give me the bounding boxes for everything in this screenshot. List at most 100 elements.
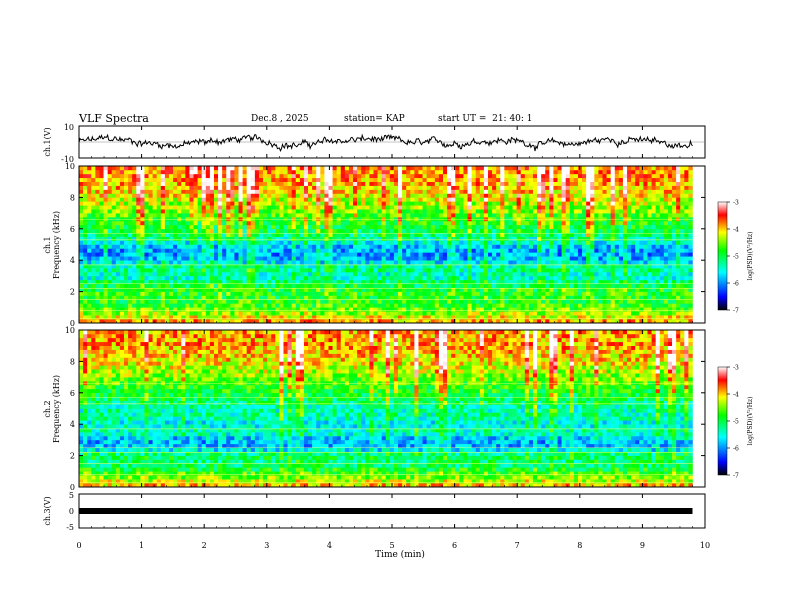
- ch1-spectrogram-cell: [218, 268, 223, 273]
- ch1-spectrogram-cell: [91, 307, 96, 312]
- ch1-spectrogram-cell: [434, 287, 440, 292]
- ch1-spectrogram-cell: [218, 287, 223, 292]
- ch1-spectrogram-cell: [201, 244, 207, 249]
- ch1-spectrogram-cell: [87, 228, 92, 234]
- ch1-spectrogram-cell: [410, 307, 415, 312]
- ch1-spectrogram-cell: [168, 319, 174, 324]
- ch1-spectrogram-cell: [680, 256, 685, 261]
- ch1-spectrogram-cell: [622, 209, 628, 214]
- ch1-spectrogram-cell: [667, 256, 673, 261]
- ch1-spectrogram-cell: [406, 291, 411, 296]
- ch1-spectrogram-cell: [123, 268, 129, 273]
- ch1-spectrogram-cell: [287, 295, 292, 300]
- ch1-spectrogram-cell: [512, 220, 517, 226]
- ch1-spectrogram-cell: [590, 209, 595, 214]
- ch1-spectrogram-cell: [438, 224, 444, 230]
- ch1-spectrogram-cell: [254, 307, 260, 312]
- ch1-spectrogram-cell: [532, 291, 538, 296]
- ch1-spectrogram-cell: [438, 319, 444, 324]
- ch1-spectrogram-cell: [586, 268, 591, 273]
- ch1-spectrogram-cell: [136, 311, 141, 316]
- ch1-spectrogram-cell: [197, 291, 202, 296]
- ch1-spectrogram-cell: [606, 303, 611, 308]
- ch1-spectrogram-cell: [144, 232, 149, 237]
- ch1-spectrogram-cell: [254, 224, 260, 230]
- ch1-spectrogram-cell: [655, 209, 661, 214]
- ch1-spectrogram-cell: [238, 283, 243, 288]
- ch1-spectrogram-cell: [684, 220, 689, 226]
- ch1-spectrogram-cell: [659, 236, 665, 241]
- ch1-spectrogram-cell: [414, 248, 419, 253]
- ch1-spectrogram-cell: [393, 197, 399, 202]
- ch1-spectrogram-cell: [483, 205, 489, 210]
- ch1-spectrogram-cell: [528, 260, 534, 265]
- ch1-spectrogram-cell: [336, 193, 342, 198]
- ch1-spectrogram-cell: [459, 264, 464, 269]
- ch1-spectrogram-cell: [553, 279, 558, 285]
- ch1-spectrogram-cell: [99, 236, 104, 241]
- ch1-spectrogram-cell: [463, 209, 468, 214]
- ch1-spectrogram-cell: [193, 256, 198, 261]
- ch1-spectrogram-cell: [250, 271, 256, 277]
- ch1-spectrogram-cell: [320, 268, 325, 273]
- ch1-spectrogram-cell: [111, 256, 117, 261]
- ch1-spectrogram-cell: [545, 213, 550, 218]
- ch1-spectrogram-cell: [156, 224, 162, 230]
- ch1-spectrogram-cell: [287, 279, 292, 285]
- ch1-spectrogram-cell: [226, 213, 231, 218]
- ch1-spectrogram-cell: [516, 268, 522, 273]
- ch1-spectrogram-cell: [299, 283, 305, 288]
- ch1-spectrogram-cell: [83, 252, 88, 257]
- ch1-spectrogram-cell: [226, 232, 231, 237]
- ch1-spectrogram-cell: [156, 248, 162, 253]
- ch1-spectrogram-cell: [606, 264, 611, 269]
- ch1-spectrogram-cell: [254, 213, 260, 218]
- ch1-spectrogram-cell: [275, 287, 280, 292]
- ch1-spectrogram-cell: [520, 240, 526, 245]
- ch1-spectrogram-cell: [602, 260, 607, 265]
- ch1-spectrogram-cell: [271, 252, 276, 257]
- ch1-spectrogram-cell: [389, 307, 395, 312]
- ch1-spectrogram-cell: [577, 213, 583, 218]
- ch1-spectrogram-cell: [193, 283, 198, 288]
- ch1-spectrogram-cell: [672, 236, 677, 241]
- ch1-spectrogram-cell: [328, 232, 333, 237]
- ch1-spectrogram-cell: [230, 299, 235, 304]
- ch1-spectrogram-cell: [541, 287, 546, 292]
- ch1-spectrogram-cell: [173, 299, 178, 304]
- ch1-spectrogram-cell: [107, 236, 113, 241]
- ch1-spectrogram-cell: [156, 275, 162, 281]
- ch1-spectrogram-cell: [410, 311, 415, 316]
- ch1-spectrogram-cell: [369, 232, 374, 237]
- ch1-spectrogram-cell: [398, 205, 403, 210]
- ch1-spectrogram-cell: [663, 252, 669, 257]
- ch1-spectrogram-cell: [263, 275, 268, 281]
- ch1-spectrogram-cell: [152, 197, 158, 202]
- ch1-spectrogram-cell: [618, 307, 624, 312]
- ch1-spectrogram-cell: [627, 291, 632, 296]
- ch1-spectrogram-cell: [561, 232, 566, 237]
- ch1-spectrogram-cell: [577, 264, 583, 269]
- ch1-spectrogram-cell: [381, 264, 387, 269]
- ch1-spectrogram-cell: [148, 244, 153, 249]
- ch1-spectrogram-cell: [688, 268, 693, 273]
- ch1-spectrogram-cell: [299, 315, 305, 320]
- ch1-spectrogram-cell: [230, 213, 235, 218]
- ch1-spectrogram-cell: [463, 220, 468, 226]
- ch1-spectrogram-cell: [320, 205, 325, 210]
- ch1-spectrogram-cell: [95, 307, 100, 312]
- ch1-spectrogram-cell: [201, 271, 207, 277]
- ch1-spectrogram-cell: [582, 315, 587, 320]
- ch1-spectrogram-cell: [373, 209, 378, 214]
- ch1-spectrogram-cell: [136, 252, 141, 257]
- ch1-spectrogram-cell: [103, 299, 108, 304]
- ch1-spectrogram-cell: [348, 236, 354, 241]
- ch1-spectrogram-cell: [291, 224, 297, 230]
- ch1-spectrogram-cell: [213, 303, 219, 308]
- ch1-spectrogram-cell: [193, 295, 198, 300]
- ch1-spectrogram-cell: [295, 213, 301, 218]
- ch1-spectrogram-cell: [119, 271, 125, 277]
- ch1-spectrogram-cell: [308, 220, 313, 226]
- ch1-spectrogram-cell: [136, 189, 141, 194]
- ch1-spectrogram-cell: [250, 224, 256, 230]
